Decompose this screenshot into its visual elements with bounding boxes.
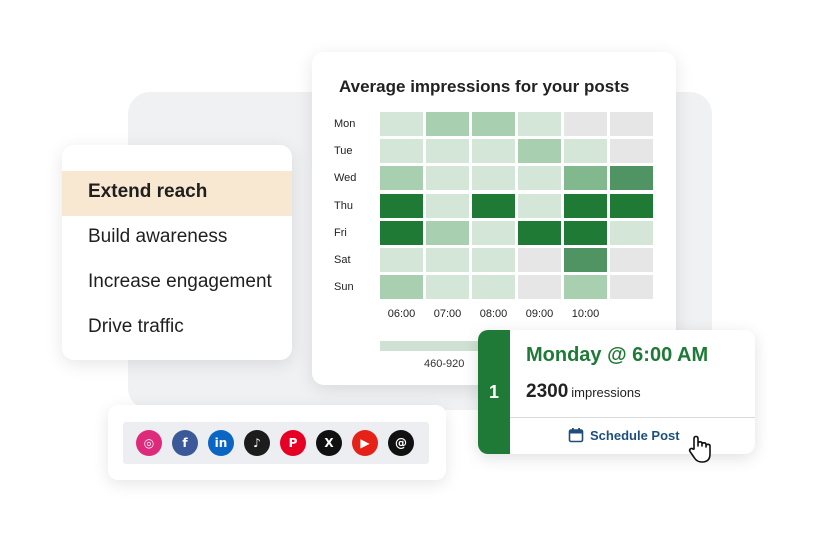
heatmap-cell[interactable] xyxy=(610,112,653,136)
heatmap-cell[interactable] xyxy=(426,248,469,272)
heatmap-cell[interactable] xyxy=(564,248,607,272)
heatmap-cell[interactable] xyxy=(564,275,607,300)
heatmap-cell[interactable] xyxy=(518,220,561,245)
heatmap-cell[interactable] xyxy=(610,275,653,300)
heatmap-cell[interactable] xyxy=(426,193,469,218)
social-card: ◎ f in ♪ P X ▶ @ xyxy=(108,405,446,480)
best-time-card: 1 Monday @ 6:00 AM 2300 impressions Sched… xyxy=(478,330,755,454)
rank-badge: 1 xyxy=(478,330,510,454)
impressions-value: 2300 xyxy=(526,381,569,402)
heatmap-cell[interactable] xyxy=(426,112,469,136)
heatmap-cell[interactable] xyxy=(564,139,607,164)
heatmap-cell[interactable] xyxy=(564,193,607,218)
heatmap-cell[interactable] xyxy=(610,166,653,191)
heatmap-cell[interactable] xyxy=(472,220,515,245)
schedule-post-button[interactable]: Schedule Post xyxy=(568,427,680,443)
x-icon[interactable]: X xyxy=(316,430,342,456)
heatmap-cell[interactable] xyxy=(610,220,653,245)
tiktok-icon[interactable]: ♪ xyxy=(244,430,270,456)
heatmap-title: Average impressions for your posts xyxy=(339,77,630,96)
heatmap-cell[interactable] xyxy=(610,193,653,218)
heatmap-cell[interactable] xyxy=(472,112,515,136)
divider xyxy=(510,417,755,418)
heatmap-cell[interactable] xyxy=(564,166,607,191)
facebook-icon[interactable]: f xyxy=(172,430,198,456)
heatmap-cell[interactable] xyxy=(518,112,561,136)
time-label: 09:00 xyxy=(525,308,554,320)
heatmap-cell[interactable] xyxy=(472,139,515,164)
heatmap-cell[interactable] xyxy=(472,166,515,191)
heatmap-cell[interactable] xyxy=(518,275,561,300)
heatmap-cell[interactable] xyxy=(472,248,515,272)
heatmap-card: Average impressions for your posts 460-9… xyxy=(312,52,680,385)
heatmap-cell[interactable] xyxy=(426,166,469,191)
legend-label: 460-920 xyxy=(424,358,465,370)
time-label: 10:00 xyxy=(571,308,600,320)
day-label-wed: Wed xyxy=(334,172,357,185)
day-label-fri: Fri xyxy=(334,226,347,239)
heatmap-cell[interactable] xyxy=(380,193,423,218)
heatmap-cell[interactable] xyxy=(380,275,423,300)
day-label-tue: Tue xyxy=(334,145,353,158)
heatmap-cell[interactable] xyxy=(518,248,561,272)
heatmap-cell[interactable] xyxy=(380,166,423,191)
heatmap-cell[interactable] xyxy=(518,166,561,191)
heatmap-cell[interactable] xyxy=(564,220,607,245)
heatmap-cell[interactable] xyxy=(610,248,653,272)
threads-icon[interactable]: @ xyxy=(388,430,414,456)
heatmap-cell[interactable] xyxy=(380,248,423,272)
time-label: 08:00 xyxy=(479,308,508,320)
goal-extend-reach[interactable]: Extend reach xyxy=(62,171,292,216)
heatmap-cell[interactable] xyxy=(610,139,653,164)
heatmap-cell[interactable] xyxy=(426,220,469,245)
pinterest-icon[interactable]: P xyxy=(280,430,306,456)
social-icons-strip: ◎ f in ♪ P X ▶ @ xyxy=(123,422,429,464)
best-impressions: 2300 impressions xyxy=(526,381,641,403)
time-label: 07:00 xyxy=(433,308,462,320)
calendar-icon xyxy=(568,428,584,443)
best-day-time: Monday @ 6:00 AM xyxy=(526,344,709,366)
day-label-mon: Mon xyxy=(334,118,356,130)
impressions-unit: impressions xyxy=(571,385,641,400)
heatmap-cell[interactable] xyxy=(426,139,469,164)
schedule-post-label: Schedule Post xyxy=(590,427,680,443)
heatmap-cell[interactable] xyxy=(426,275,469,300)
day-label-sun: Sun xyxy=(334,281,354,294)
heatmap-cell[interactable] xyxy=(380,139,423,164)
goal-increase-engagement[interactable]: Increase engagement xyxy=(88,271,272,292)
day-label-thu: Thu xyxy=(334,199,353,212)
goals-card: Extend reach Build awareness Increase en… xyxy=(62,145,292,360)
goal-build-awareness[interactable]: Build awareness xyxy=(88,226,228,247)
heatmap-cell[interactable] xyxy=(518,193,561,218)
heatmap-cell[interactable] xyxy=(472,193,515,218)
heatmap-cell[interactable] xyxy=(380,112,423,136)
day-label-sat: Sat xyxy=(334,254,351,266)
heatmap-cell[interactable] xyxy=(518,139,561,164)
goal-drive-traffic[interactable]: Drive traffic xyxy=(88,316,184,337)
pointer-hand-icon xyxy=(688,435,711,463)
time-label: 06:00 xyxy=(387,308,416,320)
instagram-icon[interactable]: ◎ xyxy=(136,430,162,456)
linkedin-icon[interactable]: in xyxy=(208,430,234,456)
youtube-icon[interactable]: ▶ xyxy=(352,430,378,456)
heatmap-cell[interactable] xyxy=(380,220,423,245)
heatmap-cell[interactable] xyxy=(564,112,607,136)
heatmap-cell[interactable] xyxy=(472,275,515,300)
